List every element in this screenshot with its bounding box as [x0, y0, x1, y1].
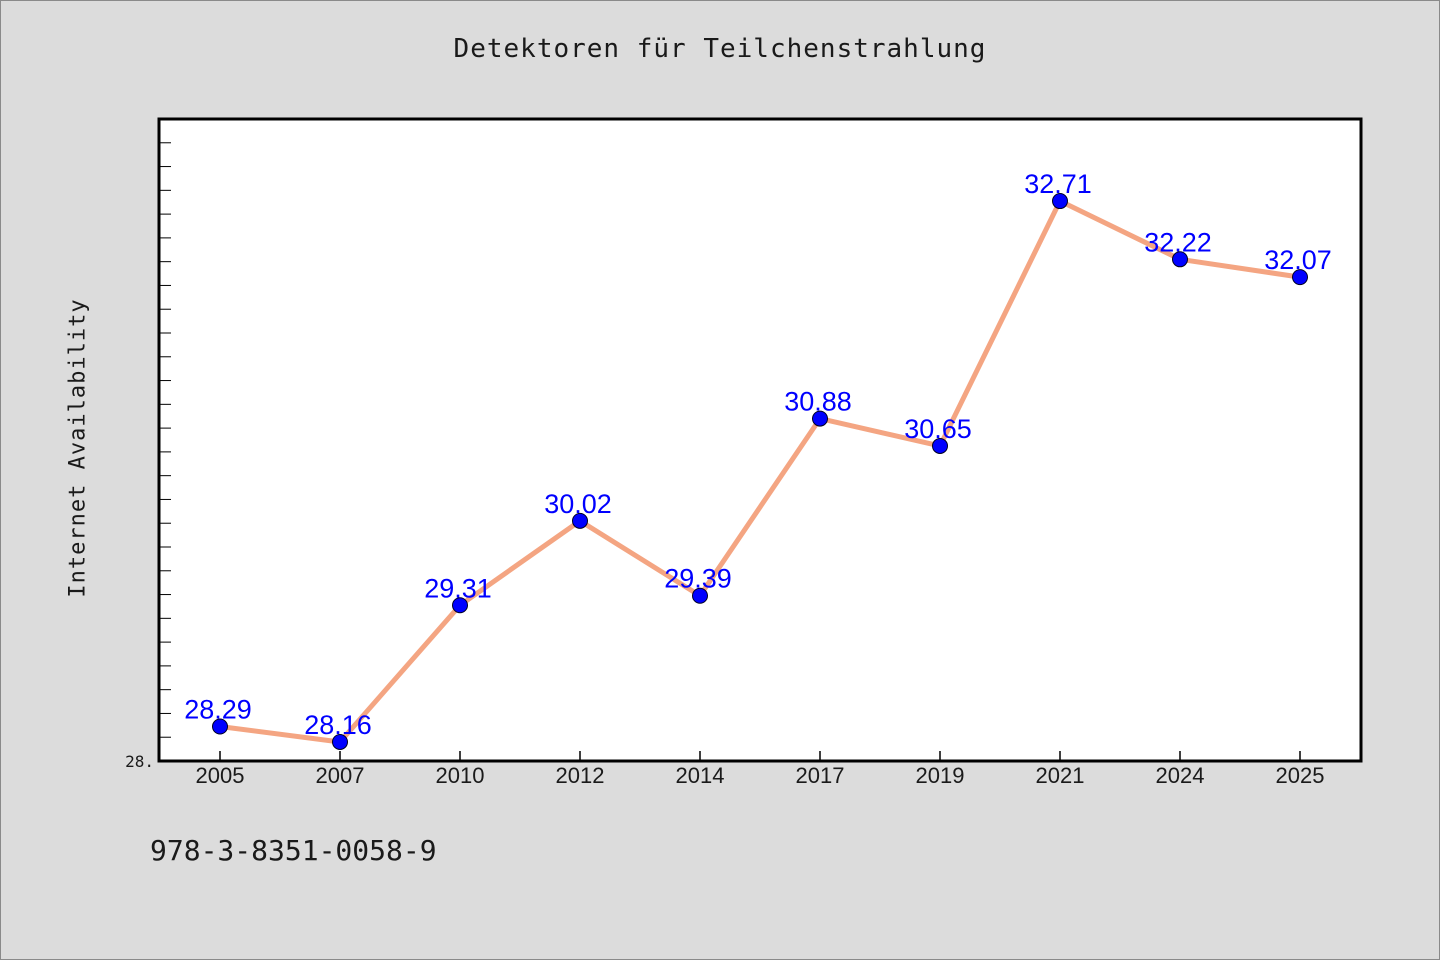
data-point [332, 733, 348, 750]
x-axis-ticks [219, 751, 1301, 761]
data-point [1172, 251, 1188, 268]
data-point [932, 437, 948, 454]
data-point [1292, 269, 1308, 286]
data-point [692, 587, 708, 604]
data-point [1052, 193, 1068, 210]
x-tick-label: 2014 [676, 763, 725, 788]
x-tick-label: 2019 [916, 763, 965, 788]
data-label: 32.22 [1144, 227, 1212, 257]
data-label: 29.31 [424, 573, 492, 603]
x-tick-label: 2012 [556, 763, 605, 788]
data-label: 28.29 [184, 695, 252, 725]
data-label: 28.16 [304, 710, 372, 740]
x-tick-label: 2021 [1036, 763, 1085, 788]
x-tick-label: 2024 [1156, 763, 1205, 788]
data-labels: 28.29 28.16 29.31 30.02 29.39 30.88 30.65 32.71… [184, 169, 1332, 740]
x-tick-label: 2017 [796, 763, 845, 788]
data-point [212, 718, 228, 735]
data-point [572, 512, 588, 529]
y-axis-title: Internet Availability [65, 298, 91, 598]
data-label: 30.88 [784, 387, 852, 417]
plot-area [157, 117, 1363, 763]
data-label: 32.71 [1024, 169, 1092, 199]
x-tick-label: 2025 [1276, 763, 1325, 788]
data-label: 29.39 [664, 564, 732, 594]
series-line [217, 198, 1303, 745]
x-axis-tick-labels: 2005 2007 2010 2012 2014 2017 2019 2021 2024 2025 [196, 763, 1325, 788]
data-label: 30.65 [904, 414, 972, 444]
x-tick-label: 2005 [196, 763, 245, 788]
data-point [812, 410, 828, 427]
data-label: 30.02 [544, 489, 612, 519]
data-markers [212, 193, 1308, 750]
x-tick-label: 2007 [316, 763, 365, 788]
x-tick-label: 2010 [436, 763, 485, 788]
chart-title: Detektoren für Teilchenstrahlung [453, 34, 987, 64]
isbn-footer: 978-3-8351-0058-9 [150, 834, 437, 867]
data-point [452, 597, 468, 614]
y-axis-ticks [159, 142, 171, 762]
y-tick-label: 28. [125, 752, 154, 771]
data-label: 32.07 [1264, 245, 1332, 275]
